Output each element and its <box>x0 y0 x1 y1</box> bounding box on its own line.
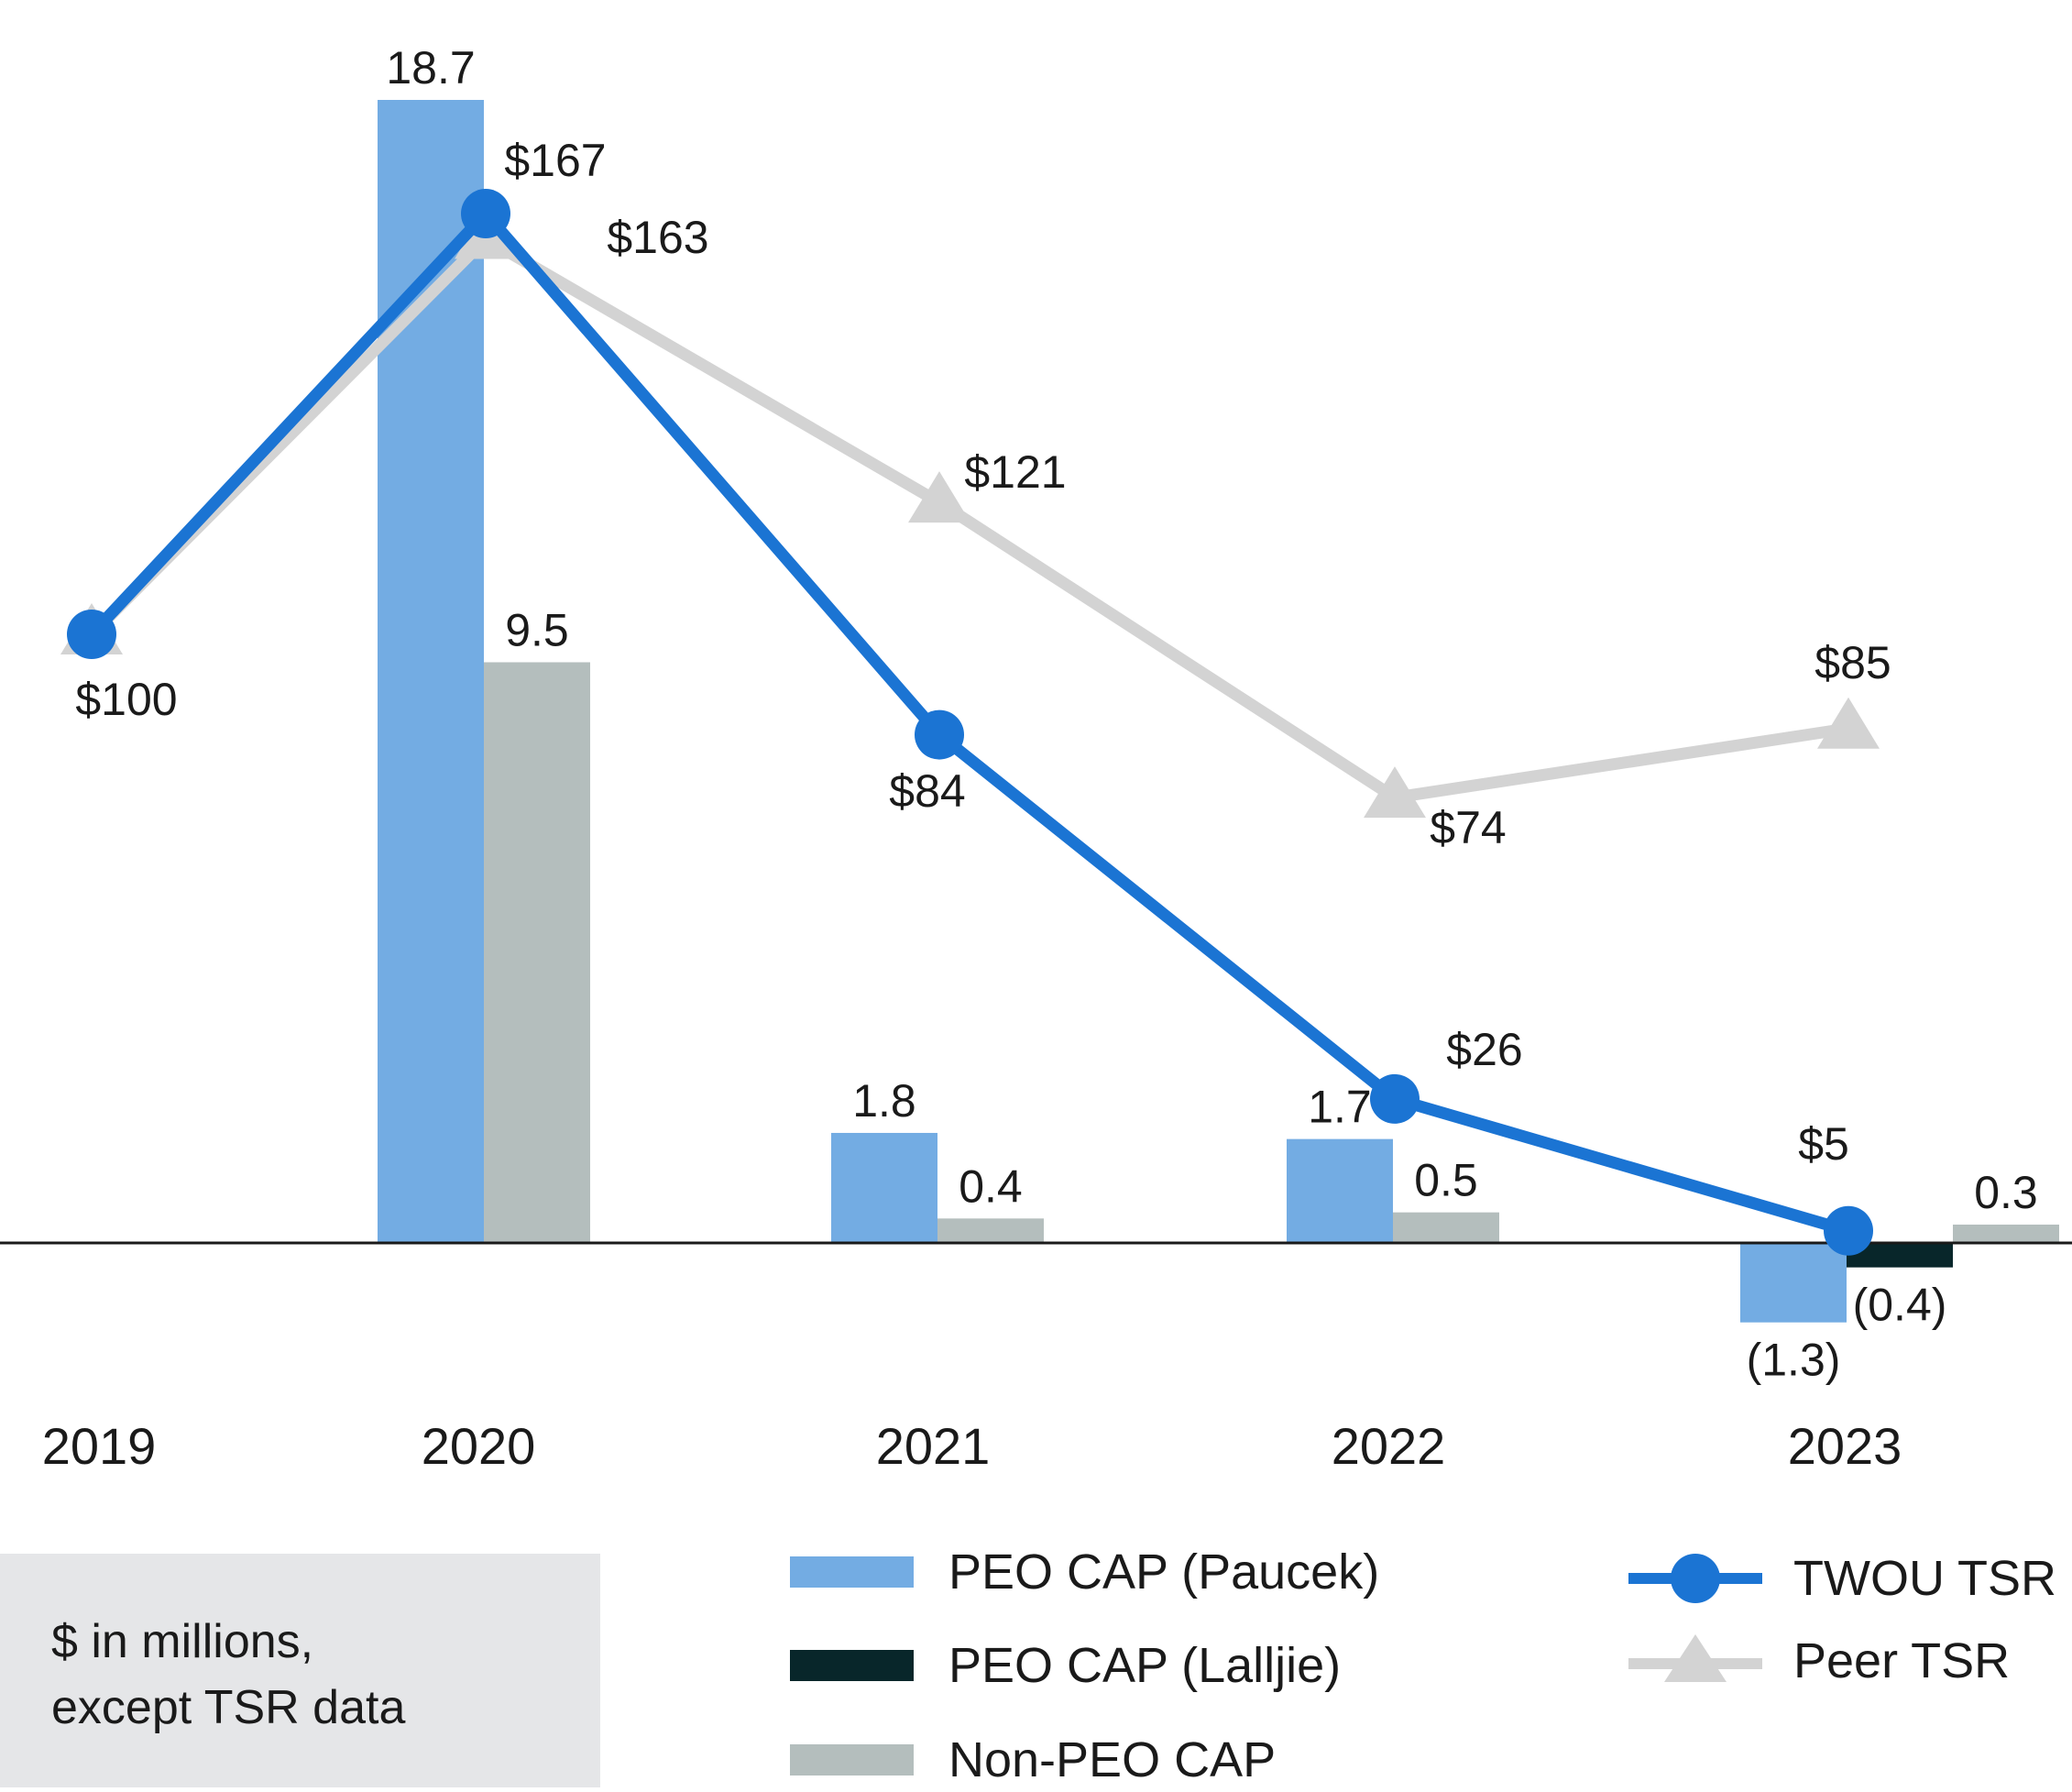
legend-swatch-twou-tsr <box>1628 1554 1762 1603</box>
legend-swatch-peo-cap-lalljie <box>790 1650 914 1681</box>
bar-label-non-peo-cap-2023: 0.3 <box>1974 1167 2038 1218</box>
point-twou-tsr-2020 <box>461 189 510 239</box>
legend-swatch-peo-cap-paucek <box>790 1556 914 1588</box>
x-tick-label-2023: 2023 <box>1788 1417 1902 1475</box>
units-note-line-1: $ in millions, <box>51 1615 314 1668</box>
x-tick-label-2022: 2022 <box>1332 1417 1446 1475</box>
data-label-peer-tsr-2020: $163 <box>607 212 708 263</box>
bar-label-peo-cap-paucek-2023: (1.3) <box>1747 1335 1841 1386</box>
bar-non-peo-cap-2022 <box>1393 1212 1499 1243</box>
legend-label-peo-cap-paucek: PEO CAP (Paucek) <box>948 1545 1380 1600</box>
data-label-twou-tsr-2021: $84 <box>889 765 965 817</box>
label-layer: 18.7 9.5 1.8 0.4 1.7 0.5 (1.3)(0.4) 0.3 $100 $167… <box>42 42 2038 1475</box>
bar-label-peo-cap-paucek-2022: 1.7 <box>1308 1082 1372 1133</box>
x-tick-label-2020: 2020 <box>422 1417 536 1475</box>
units-note-line-2: except TSR data <box>51 1681 406 1734</box>
legend-item-non-peo-cap: Non-PEO CAP <box>790 1728 1276 1792</box>
units-note-text: $ in millions, except TSR data <box>51 1609 583 1741</box>
bar-label-non-peo-cap-2021: 0.4 <box>959 1160 1023 1212</box>
legend-label-twou-tsr: TWOU TSR <box>1793 1551 2056 1606</box>
bar-peo-cap-paucek-2021 <box>831 1132 937 1243</box>
x-tick-label-2021: 2021 <box>876 1417 991 1475</box>
units-note-box: $ in millions, except TSR data <box>0 1554 600 1787</box>
legend-swatch-peer-tsr <box>1628 1634 1762 1682</box>
legend-item-peer-tsr: Peer TSR <box>1627 1629 2010 1693</box>
point-twou-tsr-2023 <box>1824 1205 1873 1256</box>
legend-label-peer-tsr: Peer TSR <box>1793 1633 2011 1688</box>
point-twou-tsr-2019 <box>67 610 116 659</box>
bar-label-peo-cap-paucek-2021: 1.8 <box>852 1075 916 1127</box>
point-twou-tsr-2021 <box>915 709 964 760</box>
bar-non-peo-cap-2020 <box>484 662 590 1243</box>
data-label-twou-tsr-2020: $167 <box>504 135 606 186</box>
bar-non-peo-cap-2023 <box>1953 1224 2059 1243</box>
bar-peo-cap-paucek-2022 <box>1287 1138 1393 1243</box>
line-peer-tsr <box>87 232 1849 804</box>
data-label-peer-tsr-2022: $74 <box>1430 802 1506 853</box>
bar-label-peo-cap-lalljie-2023: (0.4) <box>1853 1280 1947 1331</box>
bar-label-non-peo-cap-2020: 9.5 <box>505 604 569 655</box>
point-peer-tsr-2023 <box>1817 697 1880 749</box>
x-tick-label-2019: 2019 <box>42 1417 157 1475</box>
legend-item-peo-cap-lalljie: PEO CAP (Lalljie) <box>790 1633 1341 1698</box>
bar-label-non-peo-cap-2022: 0.5 <box>1414 1155 1478 1206</box>
point-peer-tsr-2022 <box>1364 766 1426 819</box>
point-peer-tsr-2021 <box>908 471 970 523</box>
data-label-twou-tsr-2019: $100 <box>75 674 177 725</box>
legend-swatch-non-peo-cap <box>790 1744 914 1776</box>
bar-peo-cap-paucek-2023 <box>1740 1243 1847 1323</box>
bar-label-peo-cap-paucek-2020: 18.7 <box>386 42 475 93</box>
bar-non-peo-cap-2021 <box>937 1218 1044 1243</box>
data-label-peer-tsr-2023: $85 <box>1814 637 1891 688</box>
legend-item-twou-tsr: TWOU TSR <box>1627 1546 2056 1611</box>
data-label-twou-tsr-2022: $26 <box>1446 1024 1522 1075</box>
legend-item-peo-cap-paucek: PEO CAP (Paucek) <box>790 1540 1379 1604</box>
legend-label-peo-cap-lalljie: PEO CAP (Lalljie) <box>948 1638 1342 1693</box>
point-twou-tsr-2022 <box>1370 1073 1420 1124</box>
legend-label-non-peo-cap: Non-PEO CAP <box>948 1732 1277 1787</box>
line-layer <box>60 189 1880 1256</box>
data-label-peer-tsr-2021: $121 <box>964 446 1066 498</box>
data-label-twou-tsr-2023: $5 <box>1798 1118 1849 1170</box>
